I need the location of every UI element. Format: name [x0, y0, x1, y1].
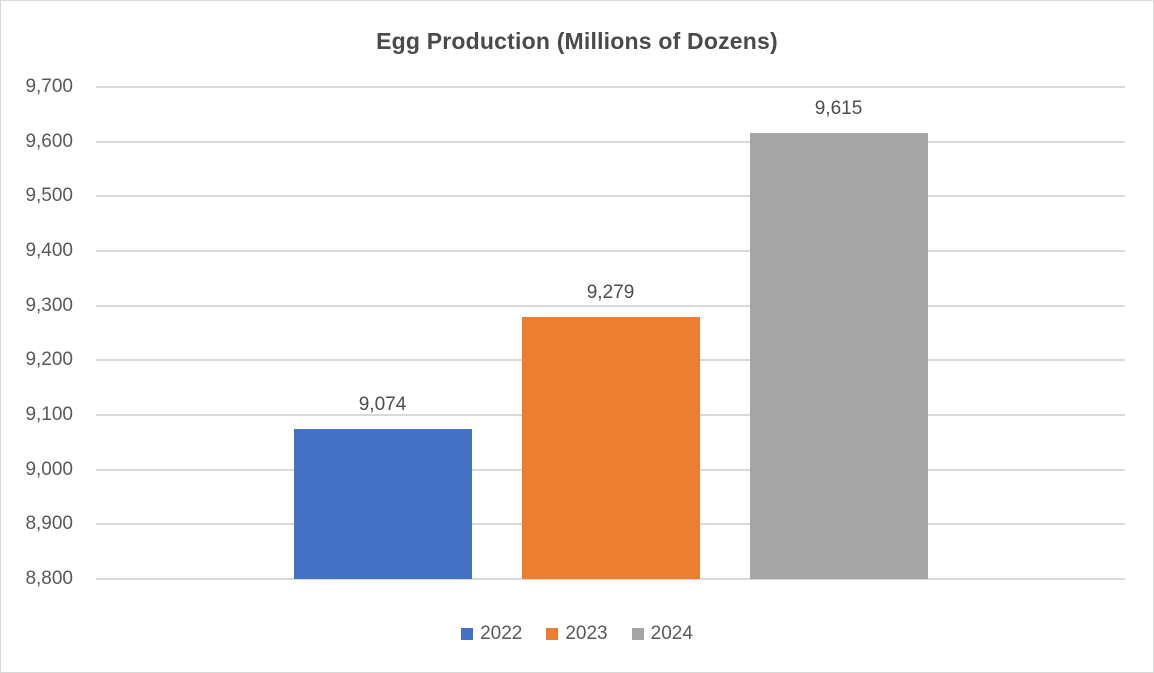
legend-label-2022: 2022 — [480, 623, 523, 644]
chart-title: Egg Production (Millions of Dozens) — [376, 28, 778, 54]
gridline — [96, 195, 1125, 198]
gridline — [96, 86, 1125, 88]
y-axis-tick-label: 9,100 — [25, 404, 73, 425]
bar-value-label-2024: 9,615 — [814, 98, 863, 120]
bar-2022 — [293, 429, 472, 579]
legend-item-2024: 2024 — [631, 623, 693, 645]
legend: 2022 2023 2024 — [1, 620, 1153, 648]
bar-value-label-2023: 9,279 — [586, 282, 635, 304]
y-axis-tick-label: 9,700 — [25, 76, 73, 97]
y-axis-tick-label: 9,300 — [25, 294, 73, 316]
y-axis-tick-label: 9,600 — [25, 130, 73, 152]
bar-2023 — [521, 317, 700, 579]
y-axis-tick-label: 9,000 — [25, 458, 73, 480]
gridline — [96, 304, 1125, 307]
legend-swatch-2023 — [546, 628, 559, 640]
gridline — [96, 140, 1125, 143]
y-axis-tick-label: 8,800 — [25, 568, 73, 589]
y-axis-tick-label: 9,200 — [25, 349, 73, 371]
y-axis-tick-label: 9,500 — [25, 185, 73, 207]
gridline — [96, 250, 1125, 252]
legend-item-2023: 2023 — [546, 623, 608, 645]
y-axis-labels: 8,800 8,900 9,000 9,100 9,200 9,300 9,400 9,500… — [1, 1, 73, 672]
legend-label-2024: 2024 — [650, 623, 693, 644]
bar-value-label-2022: 9,074 — [358, 394, 407, 416]
y-axis-tick-label: 8,900 — [25, 513, 73, 535]
legend-swatch-2022 — [461, 628, 474, 640]
legend-swatch-2024 — [631, 628, 644, 640]
bar-2024 — [749, 133, 928, 579]
plot-area: 9,074 9,279 9,615 — [96, 86, 1125, 580]
gridline — [96, 578, 1125, 580]
y-axis-tick-label: 9,400 — [25, 240, 73, 261]
legend-label-2023: 2023 — [565, 623, 608, 644]
legend-item-2022: 2022 — [461, 623, 522, 645]
